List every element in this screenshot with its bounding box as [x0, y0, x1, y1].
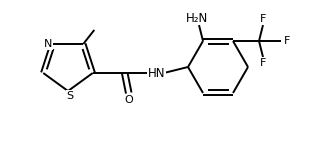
- Text: F: F: [284, 36, 290, 46]
- Text: H₂N: H₂N: [186, 11, 208, 24]
- Text: N: N: [44, 39, 52, 49]
- Text: F: F: [260, 58, 266, 68]
- Text: HN: HN: [148, 66, 165, 80]
- Text: S: S: [67, 91, 74, 101]
- Text: F: F: [260, 14, 266, 24]
- Text: O: O: [124, 95, 133, 105]
